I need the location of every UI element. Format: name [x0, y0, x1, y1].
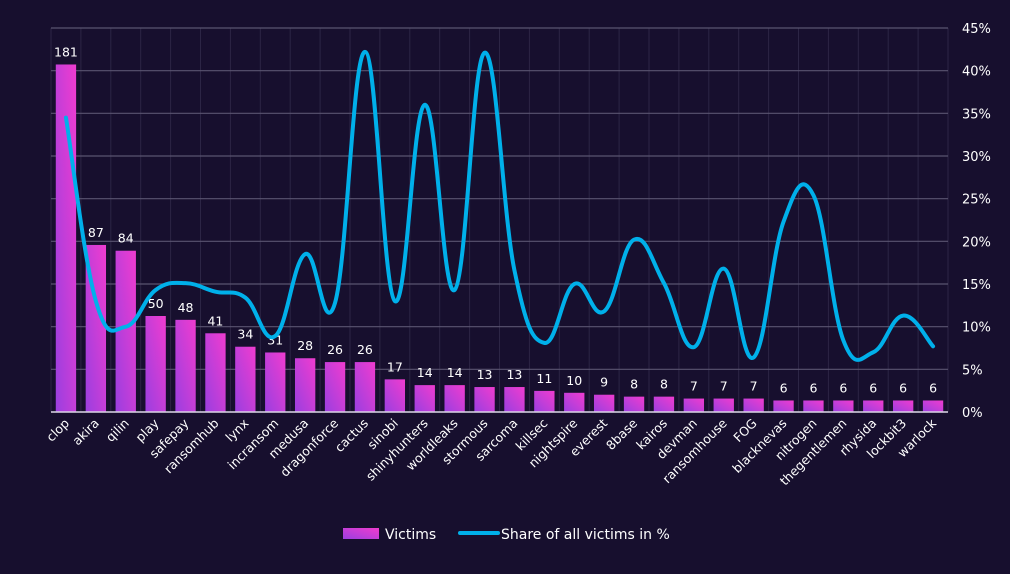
- x-tick-label: clop: [43, 415, 72, 444]
- bar-data-label: 7: [720, 379, 728, 394]
- y-right-tick-label: 40%: [962, 65, 991, 80]
- bar-thegentlemen: [833, 400, 854, 412]
- bar-data-label: 13: [506, 367, 522, 382]
- bar-data-label: 6: [869, 380, 877, 395]
- bar-data-label: 7: [750, 379, 758, 394]
- bar-data-label: 28: [297, 338, 313, 353]
- bar-data-label: 9: [600, 375, 608, 390]
- bar-data-label: 6: [839, 380, 847, 395]
- x-tick-label: akira: [69, 416, 102, 449]
- y-right-tick-label: 45%: [962, 22, 991, 37]
- bar-nitrogen: [803, 400, 824, 412]
- bar-sarcoma: [504, 387, 525, 412]
- bar-killsec: [534, 390, 555, 412]
- y-right-tick-label: 35%: [962, 107, 991, 122]
- y-right-tick-label: 0%: [962, 406, 983, 421]
- bar-sinobi: [384, 379, 406, 412]
- bar-worldleaks: [444, 385, 465, 412]
- bar-warlock: [922, 400, 944, 412]
- bar-data-label: 50: [148, 296, 164, 311]
- bar-data-label: 11: [536, 371, 552, 386]
- bar-nightspire: [564, 392, 585, 412]
- bar-lynx: [235, 346, 256, 412]
- bar-data-label: 7: [690, 379, 698, 394]
- bar-ransomhouse: [713, 398, 734, 412]
- legend-label-share: Share of all victims in %: [501, 527, 670, 543]
- bar-dragonforce: [324, 362, 346, 412]
- bar-shinyhunters: [414, 385, 435, 412]
- bar-data-label: 6: [929, 380, 937, 395]
- y-right-tick-label: 20%: [962, 235, 991, 250]
- bar-data-label: 6: [809, 380, 817, 395]
- bar-qilin: [115, 250, 136, 412]
- bar-data-label: 14: [447, 365, 463, 380]
- bar-data-label: 17: [387, 359, 403, 374]
- bar-data-label: 10: [566, 373, 582, 388]
- bar-data-label: 6: [780, 380, 788, 395]
- bar-data-label: 87: [88, 225, 104, 240]
- bar-incransom: [265, 352, 286, 412]
- line-series-share: [63, 49, 936, 362]
- bar-lockbit3: [892, 400, 914, 412]
- bar-play: [145, 316, 166, 412]
- y-right-tick-label: 5%: [962, 363, 983, 378]
- bar-data-label: 84: [118, 231, 134, 246]
- bar-data-label: 48: [178, 300, 194, 315]
- bar-data-label: 26: [357, 342, 373, 357]
- y-right-tick-label: 15%: [962, 278, 991, 293]
- bar-data-label: 8: [630, 377, 638, 392]
- y-right-tick-label: 10%: [962, 321, 991, 336]
- y-right-tick-label: 25%: [962, 193, 991, 208]
- bar-stormous: [474, 387, 495, 412]
- bar-medusa: [294, 358, 316, 412]
- x-tick-label: qilin: [103, 416, 132, 445]
- bar-safepay: [175, 319, 196, 412]
- bar-data-label: 26: [327, 342, 343, 357]
- bar-data-label: 13: [477, 367, 493, 382]
- bar-ransomhub: [205, 333, 226, 412]
- bar-rhysida: [863, 400, 884, 412]
- legend: Victims Share of all victims in %: [343, 527, 670, 543]
- bar-data-label: 34: [237, 327, 253, 342]
- bar-everest: [593, 394, 615, 412]
- bar-data-label: 181: [54, 44, 78, 59]
- bar-cactus: [354, 362, 376, 412]
- legend-label-victims: Victims: [385, 527, 436, 543]
- bar-data-label: 41: [207, 313, 223, 328]
- x-tick-label: cactus: [332, 416, 371, 455]
- bar-devman: [683, 398, 705, 412]
- legend-swatch-victims: [343, 528, 379, 539]
- bar-data-label: 6: [899, 380, 907, 395]
- bar-FOG: [743, 398, 764, 412]
- bar-kairos: [653, 396, 675, 412]
- y-right-tick-label: 30%: [962, 150, 991, 165]
- bar-data-label: 8: [660, 377, 668, 392]
- bar-8base: [623, 396, 645, 412]
- bar-blacknevas: [773, 400, 794, 412]
- bar-series-victims: [55, 64, 944, 412]
- bar-data-label: 14: [417, 365, 433, 380]
- x-tick-label: 8base: [603, 415, 641, 453]
- y-axis-right: 0% 5% 10% 15% 20% 25% 30% 35% 40% 45%: [962, 22, 991, 421]
